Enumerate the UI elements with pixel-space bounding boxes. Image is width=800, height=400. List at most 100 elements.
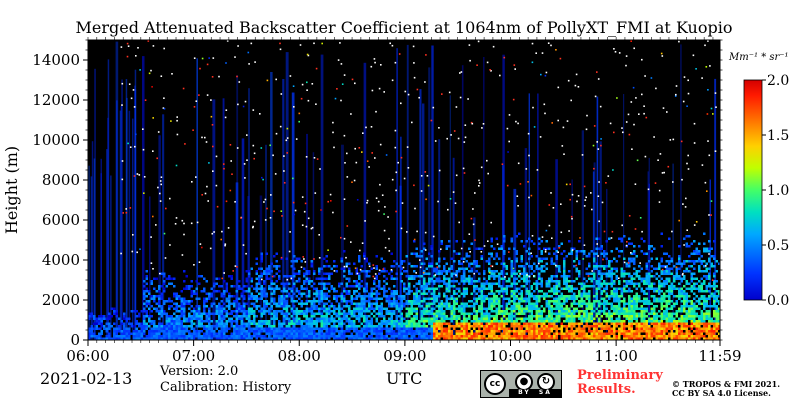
heat-cell bbox=[448, 285, 451, 288]
heat-cell bbox=[635, 305, 638, 308]
heat-cell bbox=[143, 292, 146, 295]
heat-cell bbox=[553, 307, 556, 310]
heat-cell bbox=[358, 310, 361, 313]
heat-cell bbox=[505, 332, 508, 335]
heat-cell bbox=[188, 302, 191, 305]
heat-cell bbox=[355, 290, 358, 293]
heat-cell bbox=[253, 335, 256, 338]
heat-cell bbox=[430, 255, 433, 258]
heat-cell bbox=[358, 275, 361, 278]
heat-cell bbox=[625, 332, 628, 335]
heat-cell bbox=[213, 282, 216, 285]
heat-cell bbox=[493, 295, 496, 298]
heat-cell bbox=[445, 297, 448, 300]
heat-cell bbox=[235, 332, 238, 335]
streak bbox=[400, 136, 402, 340]
heat-cell bbox=[350, 285, 353, 288]
heat-cell bbox=[283, 275, 286, 278]
heat-cell bbox=[215, 312, 218, 315]
heat-cell bbox=[440, 270, 443, 273]
heat-cell bbox=[205, 330, 208, 333]
heat-cell bbox=[410, 305, 413, 308]
heat-cell bbox=[495, 290, 498, 293]
heat-cell bbox=[293, 330, 296, 333]
heat-cell bbox=[250, 280, 253, 283]
heat-cell bbox=[188, 337, 191, 340]
heat-cell bbox=[440, 242, 443, 245]
heat-cell bbox=[295, 287, 298, 290]
heat-cell bbox=[578, 282, 581, 285]
heat-cell bbox=[438, 270, 441, 273]
heat-cell bbox=[203, 337, 206, 340]
heat-cell bbox=[685, 330, 688, 333]
heat-cell bbox=[165, 320, 168, 323]
heat-cell bbox=[708, 325, 711, 328]
heat-cell bbox=[350, 322, 353, 325]
heat-cell bbox=[438, 337, 441, 340]
heat-cell bbox=[680, 335, 683, 338]
heat-cell bbox=[268, 337, 271, 340]
heat-cell bbox=[438, 322, 441, 325]
signal-dot bbox=[515, 120, 517, 123]
heat-cell bbox=[398, 337, 401, 340]
heat-cell bbox=[135, 327, 138, 330]
heat-cell bbox=[583, 330, 586, 333]
heat-cell bbox=[535, 285, 538, 288]
heat-cell bbox=[445, 300, 448, 303]
heat-cell bbox=[703, 335, 706, 338]
heat-cell bbox=[470, 312, 473, 315]
heat-cell bbox=[390, 302, 393, 305]
heat-cell bbox=[448, 240, 451, 243]
heat-cell bbox=[520, 330, 523, 333]
heat-cell bbox=[223, 315, 226, 318]
heat-cell bbox=[303, 312, 306, 315]
heat-cell bbox=[180, 335, 183, 338]
heat-cell bbox=[285, 332, 288, 335]
heat-cell bbox=[218, 337, 221, 340]
heat-cell bbox=[510, 272, 513, 275]
heat-cell bbox=[145, 295, 148, 298]
heat-cell bbox=[170, 317, 173, 320]
heat-cell bbox=[238, 337, 241, 340]
heat-cell bbox=[688, 300, 691, 303]
heat-cell bbox=[265, 305, 268, 308]
heat-cell bbox=[155, 277, 158, 280]
heat-cell bbox=[303, 287, 306, 290]
heat-cell bbox=[263, 305, 266, 308]
heat-cell bbox=[598, 310, 601, 313]
heat-cell bbox=[278, 322, 281, 325]
heat-cell bbox=[443, 270, 446, 273]
heat-cell bbox=[603, 265, 606, 268]
heat-cell bbox=[540, 325, 543, 328]
heat-cell bbox=[318, 320, 321, 323]
heat-cell bbox=[590, 285, 593, 288]
heat-cell bbox=[600, 292, 603, 295]
heat-cell bbox=[435, 335, 438, 338]
heat-cell bbox=[548, 335, 551, 338]
heat-cell bbox=[420, 327, 423, 330]
heat-cell bbox=[578, 272, 581, 275]
heat-cell bbox=[313, 315, 316, 318]
heat-cell bbox=[350, 327, 353, 330]
heat-cell bbox=[395, 320, 398, 323]
heat-cell bbox=[478, 290, 481, 293]
heat-cell bbox=[655, 305, 658, 308]
heat-cell bbox=[615, 307, 618, 310]
heat-cell bbox=[248, 312, 251, 315]
signal-dot bbox=[337, 59, 340, 61]
heat-cell bbox=[568, 337, 571, 340]
heat-cell bbox=[243, 295, 246, 298]
heat-cell bbox=[645, 310, 648, 313]
heat-cell bbox=[363, 320, 366, 323]
heat-cell bbox=[500, 332, 503, 335]
heat-cell bbox=[435, 277, 438, 280]
heat-cell bbox=[155, 332, 158, 335]
heat-cell bbox=[360, 322, 363, 325]
heat-cell bbox=[168, 317, 171, 320]
heat-cell bbox=[348, 272, 351, 275]
heat-cell bbox=[385, 325, 388, 328]
heat-cell bbox=[548, 310, 551, 313]
heat-cell bbox=[500, 245, 503, 248]
heat-cell bbox=[293, 322, 296, 325]
heat-cell bbox=[275, 267, 278, 270]
